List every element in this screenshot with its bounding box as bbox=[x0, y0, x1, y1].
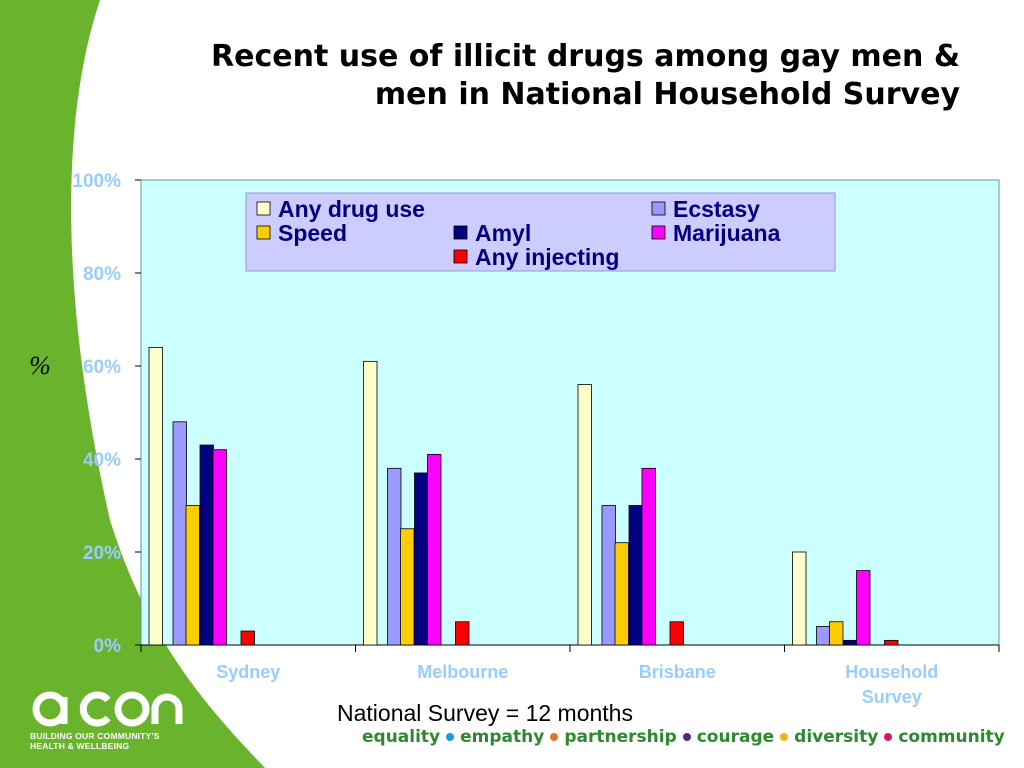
legend-swatch bbox=[256, 225, 271, 240]
value-word: equality bbox=[362, 727, 441, 747]
value-word: empathy bbox=[460, 727, 545, 747]
y-tick-label: 100% bbox=[72, 171, 121, 192]
bar-any-injecting bbox=[240, 630, 255, 646]
legend-swatch bbox=[256, 201, 271, 216]
legend-label: Marijuana bbox=[673, 220, 781, 246]
y-tick-label: 80% bbox=[83, 264, 121, 285]
footnote: National Survey = 12 months bbox=[337, 700, 633, 726]
brand-tagline: BUILDING OUR COMMUNITY'S HEALTH & WELLBE… bbox=[30, 731, 160, 751]
bar-any-drug-use bbox=[363, 360, 378, 646]
legend-label: Any drug use bbox=[278, 196, 425, 222]
x-tick-label: Melbourne bbox=[417, 662, 508, 682]
y-tick-label: 20% bbox=[83, 543, 121, 564]
bar-ecstasy bbox=[601, 505, 616, 646]
bar-marijuana bbox=[427, 453, 442, 646]
bar-amyl bbox=[414, 472, 429, 646]
value-word: partnership bbox=[564, 727, 677, 747]
value-word: diversity bbox=[794, 727, 879, 747]
title-line-2: men in National Household Survey bbox=[374, 77, 960, 112]
legend-label: Any injecting bbox=[475, 244, 619, 270]
y-tick-label: 60% bbox=[83, 357, 121, 378]
bar-any-injecting bbox=[669, 621, 684, 646]
x-tick-label: Sydney bbox=[216, 662, 280, 682]
bar-ecstasy bbox=[387, 467, 402, 646]
bar-any-drug-use bbox=[792, 551, 807, 646]
bar-marijuana bbox=[212, 449, 227, 646]
acon-wordmark-icon bbox=[32, 691, 183, 727]
y-tick-label: 40% bbox=[83, 450, 121, 471]
bar-any-injecting bbox=[455, 621, 470, 646]
x-tick-label: Household bbox=[845, 662, 938, 682]
x-tick-label: Brisbane bbox=[639, 662, 716, 682]
values-strip: equality empathy partnership courage diversi… bbox=[362, 727, 1005, 747]
bar-amyl bbox=[628, 505, 643, 646]
acon-logo: BUILDING OUR COMMUNITY'S HEALTH & WELLBE… bbox=[30, 688, 190, 758]
legend-swatch bbox=[651, 225, 666, 240]
value-separator-dot-icon bbox=[682, 732, 691, 741]
page-title: Recent use of illicit drugs among gay me… bbox=[60, 38, 960, 114]
bar-speed bbox=[614, 542, 629, 646]
legend-swatch bbox=[453, 225, 468, 240]
legend-label: Speed bbox=[278, 220, 347, 246]
legend-label: Ecstasy bbox=[673, 196, 760, 222]
bar-ecstasy bbox=[172, 421, 187, 646]
legend-swatch bbox=[651, 201, 666, 216]
bar-amyl bbox=[843, 639, 858, 646]
bar-speed bbox=[829, 621, 844, 646]
y-tick-label: 0% bbox=[94, 636, 122, 657]
value-word: community bbox=[898, 727, 1005, 747]
bar-ecstasy bbox=[816, 626, 831, 646]
bar-marijuana bbox=[856, 570, 871, 646]
legend bbox=[245, 192, 836, 272]
value-word: courage bbox=[696, 727, 775, 747]
value-separator-dot-icon bbox=[884, 732, 893, 741]
y-axis-label: % bbox=[29, 351, 51, 380]
bar-any-drug-use bbox=[577, 384, 592, 646]
title-line-1: Recent use of illicit drugs among gay me… bbox=[211, 39, 960, 74]
bar-speed bbox=[185, 505, 200, 646]
x-tick-label: Survey bbox=[862, 687, 922, 707]
bar-any-drug-use bbox=[148, 346, 163, 646]
value-separator-dot-icon bbox=[550, 732, 559, 741]
value-separator-dot-icon bbox=[780, 732, 789, 741]
bar-marijuana bbox=[641, 467, 656, 646]
tagline-line-1: BUILDING OUR COMMUNITY'S bbox=[30, 731, 160, 741]
legend-label: Amyl bbox=[475, 220, 531, 246]
legend-swatch bbox=[453, 249, 468, 264]
bar-any-injecting bbox=[884, 639, 899, 646]
bar-speed bbox=[400, 528, 415, 646]
bar-amyl bbox=[199, 444, 214, 646]
tagline-line-2: HEALTH & WELLBEING bbox=[30, 741, 130, 751]
value-separator-dot-icon bbox=[446, 732, 455, 741]
